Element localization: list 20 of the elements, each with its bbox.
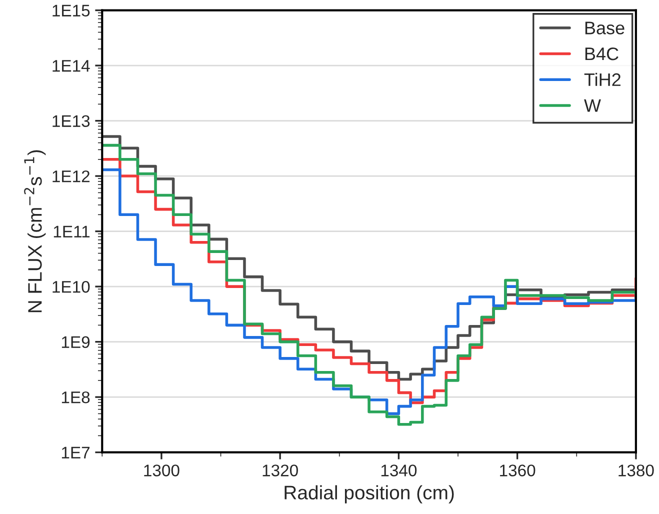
y-tick-label: 1E13	[52, 115, 90, 127]
legend-label: Base	[585, 22, 624, 34]
y-tick-label: 1E7	[62, 446, 90, 458]
y-tick-label: 1E11	[54, 226, 90, 238]
y-tick-label: 1E12	[52, 170, 90, 182]
y-tick-label: 1E8	[62, 391, 90, 404]
x-tick-label: 1300	[144, 464, 180, 476]
legend-label: W	[584, 99, 601, 112]
y-tick-label: 1E10	[52, 280, 90, 293]
x-axis-title: Radial position (cm)	[284, 485, 454, 504]
y-tick-label: 1E9	[62, 336, 90, 348]
x-tick-label: 1340	[381, 464, 417, 476]
y-tick-label: 1E14	[52, 60, 90, 72]
legend-label: TiH2	[584, 72, 620, 86]
x-tick-label: 1320	[262, 464, 298, 476]
x-tick-label: 1380	[618, 464, 654, 476]
y-tick-label: 1E15	[52, 4, 90, 16]
legend-label: B4C	[585, 47, 618, 60]
x-tick-label: 1360	[500, 464, 536, 476]
y-axis-title: N FLUX (cm$^{−2}$s$^{−1}$)	[24, 150, 46, 312]
